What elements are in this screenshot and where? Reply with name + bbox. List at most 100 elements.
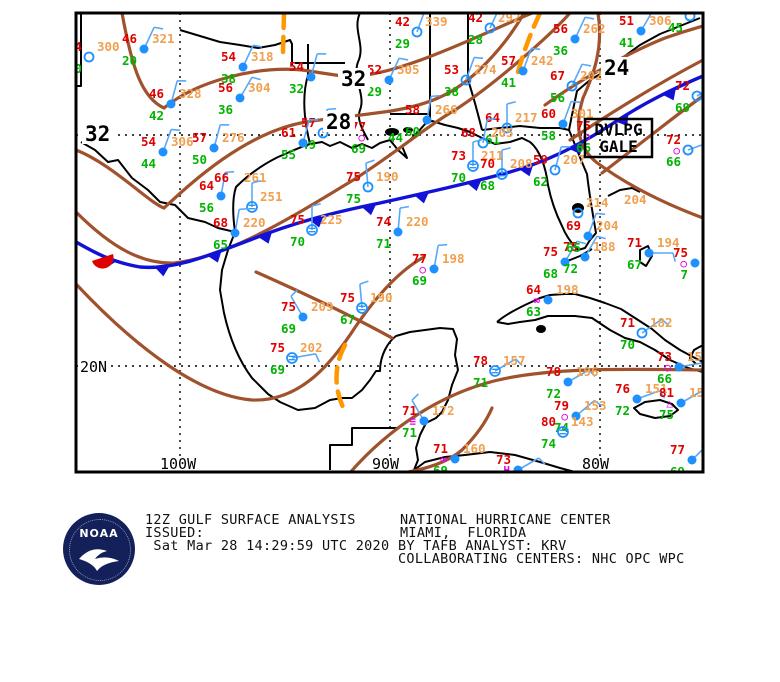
station-plot: H73 bbox=[496, 452, 546, 472]
svg-text:64: 64 bbox=[199, 178, 214, 193]
warm-front-symbol bbox=[92, 254, 114, 269]
svg-text:71: 71 bbox=[402, 425, 417, 440]
station-plot: 54 38 318 bbox=[221, 44, 274, 86]
svg-text:60: 60 bbox=[541, 106, 556, 121]
station-plot: 56 36 304 bbox=[218, 76, 271, 117]
svg-text:204: 204 bbox=[596, 218, 619, 233]
footer-analysis-title: 12Z GULF SURFACE ANALYSIS bbox=[145, 512, 356, 528]
svg-text:75: 75 bbox=[346, 191, 361, 206]
svg-text:38: 38 bbox=[444, 84, 459, 99]
svg-text:321: 321 bbox=[152, 31, 175, 46]
svg-text:69: 69 bbox=[412, 273, 427, 288]
footer-center-name: NATIONAL HURRICANE CENTER bbox=[400, 512, 611, 528]
svg-text:328: 328 bbox=[179, 86, 202, 101]
svg-text:62: 62 bbox=[533, 174, 548, 189]
svg-text:○: ○ bbox=[673, 144, 680, 157]
station-plot: 51 41 306 bbox=[619, 13, 672, 50]
svg-text:74: 74 bbox=[376, 214, 391, 229]
station-plot: 46 20 321 bbox=[122, 26, 175, 68]
noaa-logo: NOAA bbox=[63, 513, 135, 585]
svg-text:211: 211 bbox=[481, 148, 504, 163]
svg-text:75: 75 bbox=[673, 245, 688, 260]
map-frame bbox=[74, 11, 705, 474]
station-plot: 67 56 202 bbox=[550, 63, 603, 105]
svg-text:70: 70 bbox=[620, 337, 635, 352]
svg-text:42: 42 bbox=[468, 10, 483, 25]
svg-text:69: 69 bbox=[670, 464, 685, 479]
svg-text:225: 225 bbox=[320, 212, 343, 227]
svg-text:64: 64 bbox=[526, 282, 541, 297]
grid-label: 20N bbox=[80, 358, 107, 376]
svg-text:59: 59 bbox=[533, 152, 548, 167]
svg-text:190: 190 bbox=[376, 169, 399, 184]
svg-text:○: ○ bbox=[583, 130, 590, 143]
svg-text:157: 157 bbox=[503, 353, 526, 368]
svg-text:45: 45 bbox=[668, 20, 683, 35]
svg-text:68: 68 bbox=[480, 178, 495, 193]
svg-text:198: 198 bbox=[442, 251, 465, 266]
station-plot: 54 44 306 bbox=[141, 128, 194, 171]
svg-text:77: 77 bbox=[670, 442, 685, 457]
svg-text:73: 73 bbox=[496, 452, 511, 467]
svg-text:69: 69 bbox=[351, 141, 366, 156]
svg-text:67: 67 bbox=[550, 68, 565, 83]
svg-text:29: 29 bbox=[395, 36, 410, 51]
svg-text:66: 66 bbox=[657, 371, 672, 386]
svg-text:69: 69 bbox=[281, 321, 296, 336]
svg-text:266: 266 bbox=[435, 102, 458, 117]
station-plot: 68 205 bbox=[461, 117, 514, 149]
svg-text:56: 56 bbox=[199, 200, 214, 215]
station-plot: 60 58 301 bbox=[541, 100, 594, 143]
svg-text:20: 20 bbox=[122, 53, 137, 68]
station-plot: 71 70 182 bbox=[620, 315, 673, 352]
svg-text:64: 64 bbox=[485, 110, 500, 125]
svg-text:196: 196 bbox=[576, 364, 599, 379]
svg-text:151: 151 bbox=[645, 381, 668, 396]
svg-text:202: 202 bbox=[300, 340, 323, 355]
svg-text:306: 306 bbox=[649, 13, 672, 28]
station-plot: 214 bbox=[572, 195, 609, 219]
footer-collaborating: COLLABORATING CENTERS: NHC OPC WPC bbox=[398, 551, 685, 567]
svg-text:214: 214 bbox=[586, 195, 609, 210]
svg-text:44: 44 bbox=[388, 130, 403, 145]
station-plot: 66 261 bbox=[214, 170, 267, 185]
svg-text:65: 65 bbox=[566, 240, 581, 255]
svg-text:318: 318 bbox=[251, 49, 274, 64]
svg-text:68: 68 bbox=[213, 215, 228, 230]
footer-issued-time: Sat Mar 28 14:29:59 UTC 2020 bbox=[145, 538, 390, 554]
noaa-logo-text: NOAA bbox=[79, 527, 119, 540]
svg-text:292: 292 bbox=[498, 10, 521, 25]
grid-label: 80W bbox=[582, 455, 610, 473]
isobar-label: 28 bbox=[326, 110, 351, 134]
svg-text:57: 57 bbox=[192, 130, 207, 145]
svg-text:69: 69 bbox=[270, 362, 285, 377]
svg-text:51: 51 bbox=[619, 13, 634, 28]
svg-text:72: 72 bbox=[675, 78, 690, 93]
svg-text:70: 70 bbox=[451, 170, 466, 185]
svg-text:172: 172 bbox=[432, 403, 455, 418]
svg-text:73: 73 bbox=[657, 349, 672, 364]
isobar-label-backing bbox=[323, 111, 355, 132]
trough-lines bbox=[280, 13, 543, 416]
footer-issued-label: ISSUED: bbox=[145, 525, 204, 541]
svg-text:205: 205 bbox=[491, 125, 514, 140]
svg-text:69: 69 bbox=[675, 100, 690, 115]
station-plot: 80 74 143 bbox=[541, 414, 594, 451]
station-plot: 53 38 274 bbox=[444, 56, 497, 99]
station-plot: ∞71 69 160 bbox=[433, 441, 486, 472]
station-plot: ≡71 71 172 bbox=[402, 393, 455, 440]
svg-text:71: 71 bbox=[620, 315, 635, 330]
isobar-label: 32 bbox=[85, 122, 110, 146]
svg-text:190: 190 bbox=[370, 290, 393, 305]
svg-text:69: 69 bbox=[566, 218, 581, 233]
svg-text:188: 188 bbox=[593, 239, 616, 254]
svg-text:182: 182 bbox=[650, 315, 673, 330]
svg-text:300: 300 bbox=[97, 39, 120, 54]
svg-text:207: 207 bbox=[563, 152, 586, 167]
svg-text:≡: ≡ bbox=[409, 415, 416, 428]
